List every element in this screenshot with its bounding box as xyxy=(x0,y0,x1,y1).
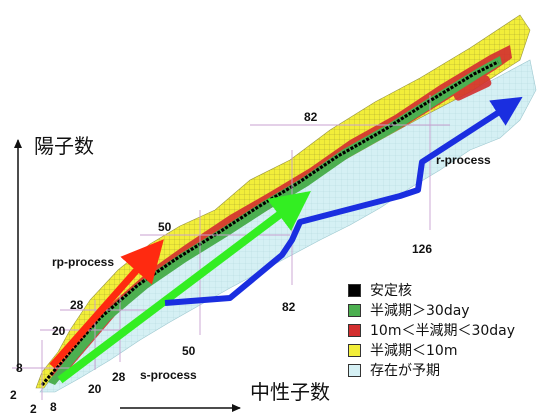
n-magic-82: 82 xyxy=(282,300,296,314)
legend-label: 安定核 xyxy=(370,283,412,299)
proton-number-label: 陽子数 xyxy=(34,134,94,158)
z-magic-28: 28 xyxy=(70,298,84,312)
medium-halflife-swatch xyxy=(348,323,361,337)
rp-process-label: rp-process xyxy=(52,255,115,269)
n-magic-50: 50 xyxy=(182,344,196,358)
legend-label: 存在が予期 xyxy=(370,363,440,379)
stable-swatch xyxy=(348,283,361,297)
legend-label: 半減期＞30day xyxy=(370,303,470,319)
legend-label: 半減期＜10m xyxy=(370,343,458,359)
legend-label: 10m＜半減期＜30day xyxy=(370,323,516,339)
z-magic-50: 50 xyxy=(158,220,172,234)
legend-item-long: 半減期＞30day xyxy=(348,300,515,320)
n-magic-126: 126 xyxy=(412,242,433,256)
z-magic-8: 8 xyxy=(16,361,23,375)
rp-process-arrow xyxy=(49,239,164,369)
n-magic-8: 8 xyxy=(50,400,57,414)
legend-item-short: 半減期＜10m xyxy=(348,340,515,360)
legend-item-stable: 安定核 xyxy=(348,280,515,300)
z-magic-2: 2 xyxy=(10,388,17,402)
n-magic-20: 20 xyxy=(88,382,102,396)
z-magic-20: 20 xyxy=(52,324,66,338)
n-magic-2: 2 xyxy=(30,402,37,416)
legend-item-predicted: 存在が予期 xyxy=(348,360,515,380)
s-process-label: s-process xyxy=(140,368,197,382)
neutron-number-label: 中性子数 xyxy=(250,380,330,404)
legend-item-medium: 10m＜半減期＜30day xyxy=(348,320,515,340)
long-halflife-cells xyxy=(48,56,502,385)
r-process-label: r-process xyxy=(436,153,491,167)
z-magic-82: 82 xyxy=(304,110,318,124)
long-halflife-swatch xyxy=(348,303,361,317)
r-process-arrow xyxy=(164,96,523,306)
legend: 安定核 半減期＞30day 10m＜半減期＜30day 半減期＜10m 存在が予… xyxy=(348,280,515,380)
stable-nuclei-line xyxy=(40,60,499,387)
predicted-swatch xyxy=(348,363,361,377)
short-halflife-swatch xyxy=(348,343,361,357)
s-process-arrow xyxy=(57,190,311,384)
n-magic-28: 28 xyxy=(112,370,126,384)
